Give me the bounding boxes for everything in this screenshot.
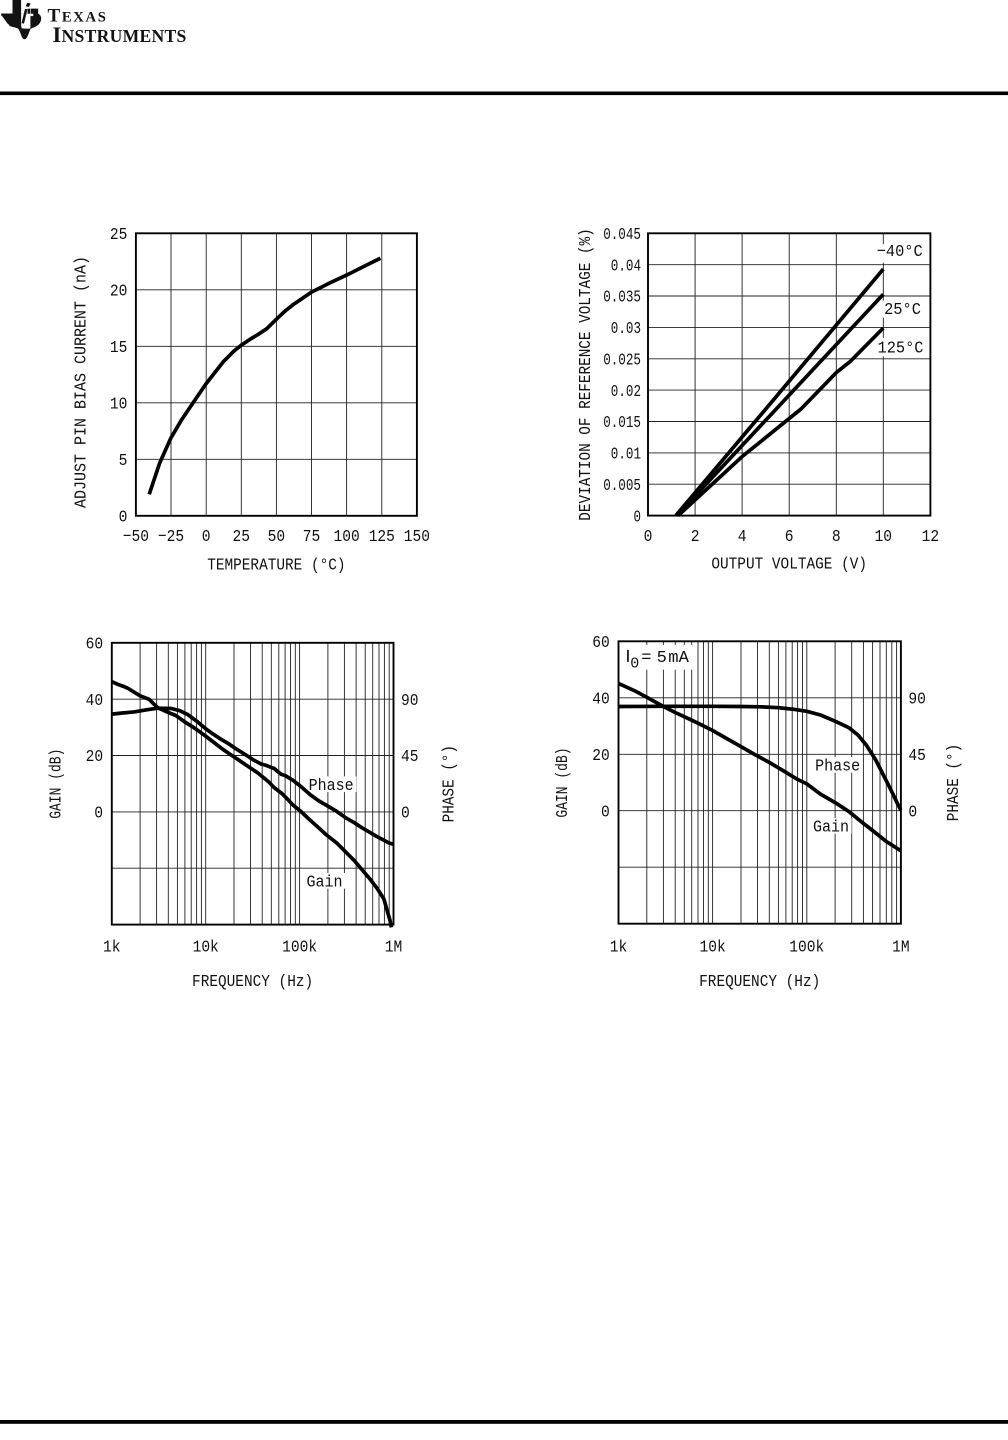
svg-text:20: 20 bbox=[592, 747, 610, 766]
svg-text:90: 90 bbox=[908, 691, 926, 710]
svg-text:75: 75 bbox=[303, 528, 321, 547]
svg-text:25: 25 bbox=[233, 528, 251, 547]
svg-text:1k: 1k bbox=[610, 939, 628, 958]
svg-text:DEVIATION OF REFERENCE VOLTAGE: DEVIATION OF REFERENCE VOLTAGE (%) bbox=[577, 228, 596, 520]
svg-text:8: 8 bbox=[832, 528, 841, 547]
svg-text:GAIN (dB): GAIN (dB) bbox=[554, 747, 573, 817]
svg-text:0: 0 bbox=[119, 509, 128, 528]
svg-text:PHASE (°): PHASE (°) bbox=[945, 744, 964, 821]
svg-text:5: 5 bbox=[657, 649, 667, 668]
svg-text:Gain: Gain bbox=[813, 818, 849, 837]
svg-text:0.005: 0.005 bbox=[603, 477, 641, 496]
svg-text:125°C: 125°C bbox=[878, 340, 924, 359]
svg-text:10k: 10k bbox=[700, 939, 726, 958]
svg-text:INSTRUMENTS: INSTRUMENTS bbox=[53, 22, 187, 47]
svg-text:45: 45 bbox=[401, 748, 419, 767]
svg-text:0: 0 bbox=[644, 528, 653, 547]
svg-text:=: = bbox=[641, 649, 651, 668]
svg-text:100k: 100k bbox=[789, 939, 824, 958]
svg-text:PHASE (°): PHASE (°) bbox=[441, 745, 460, 822]
svg-text:100: 100 bbox=[334, 528, 360, 547]
svg-text:0.02: 0.02 bbox=[611, 383, 641, 402]
svg-text:15: 15 bbox=[110, 339, 128, 358]
svg-text:10: 10 bbox=[110, 396, 128, 415]
svg-text:50: 50 bbox=[268, 528, 286, 547]
svg-text:ADJUST PIN BIAS CURRENT (nA): ADJUST PIN BIAS CURRENT (nA) bbox=[73, 256, 92, 508]
svg-text:FREQUENCY (Hz): FREQUENCY (Hz) bbox=[192, 973, 313, 992]
svg-text:−40°C: −40°C bbox=[877, 243, 923, 262]
svg-text:Gain: Gain bbox=[307, 873, 343, 892]
svg-text:6: 6 bbox=[785, 528, 794, 547]
svg-text:0: 0 bbox=[401, 805, 410, 824]
svg-text:25: 25 bbox=[110, 226, 128, 245]
svg-text:100k: 100k bbox=[282, 939, 317, 958]
svg-text:0: 0 bbox=[908, 803, 917, 822]
svg-text:40: 40 bbox=[592, 691, 610, 710]
svg-text:10: 10 bbox=[875, 528, 893, 547]
svg-text:GAIN (dB): GAIN (dB) bbox=[48, 749, 67, 819]
svg-text:0.025: 0.025 bbox=[603, 352, 641, 371]
svg-text:0.01: 0.01 bbox=[611, 446, 641, 465]
svg-text:1M: 1M bbox=[892, 939, 910, 958]
svg-text:0: 0 bbox=[94, 805, 103, 824]
svg-text:10k: 10k bbox=[193, 939, 219, 958]
svg-text:0.04: 0.04 bbox=[611, 257, 641, 276]
svg-text:Phase: Phase bbox=[815, 757, 860, 776]
svg-text:Phase: Phase bbox=[309, 777, 354, 796]
svg-text:150: 150 bbox=[404, 528, 430, 547]
svg-text:45: 45 bbox=[908, 747, 926, 766]
svg-text:0: 0 bbox=[630, 655, 639, 672]
svg-text:−25: −25 bbox=[158, 528, 184, 547]
svg-text:4: 4 bbox=[738, 528, 747, 547]
svg-text:40: 40 bbox=[86, 692, 104, 711]
svg-text:FREQUENCY (Hz): FREQUENCY (Hz) bbox=[699, 973, 820, 992]
svg-text:0.035: 0.035 bbox=[603, 289, 641, 308]
svg-text:−50: −50 bbox=[123, 528, 149, 547]
svg-text:125: 125 bbox=[369, 528, 395, 547]
svg-text:20: 20 bbox=[110, 283, 128, 302]
svg-text:60: 60 bbox=[592, 634, 610, 653]
svg-text:0.045: 0.045 bbox=[603, 226, 641, 245]
svg-text:TEXAS: TEXAS bbox=[48, 6, 108, 27]
svg-text:0: 0 bbox=[634, 508, 642, 527]
svg-text:12: 12 bbox=[922, 528, 940, 547]
svg-text:5: 5 bbox=[119, 452, 128, 471]
svg-text:TEMPERATURE (°C): TEMPERATURE (°C) bbox=[207, 557, 345, 576]
svg-text:0.015: 0.015 bbox=[603, 414, 641, 433]
svg-text:90: 90 bbox=[401, 692, 419, 711]
svg-text:2: 2 bbox=[691, 528, 700, 547]
svg-text:25°C: 25°C bbox=[884, 301, 921, 320]
svg-text:20: 20 bbox=[86, 748, 104, 767]
svg-text:1M: 1M bbox=[385, 939, 403, 958]
svg-text:mA: mA bbox=[668, 649, 689, 668]
svg-text:0: 0 bbox=[601, 803, 610, 822]
svg-text:60: 60 bbox=[86, 636, 104, 655]
svg-text:OUTPUT VOLTAGE (V): OUTPUT VOLTAGE (V) bbox=[711, 556, 867, 575]
svg-text:0: 0 bbox=[202, 528, 211, 547]
svg-text:1k: 1k bbox=[103, 939, 121, 958]
svg-text:0.03: 0.03 bbox=[611, 320, 641, 339]
